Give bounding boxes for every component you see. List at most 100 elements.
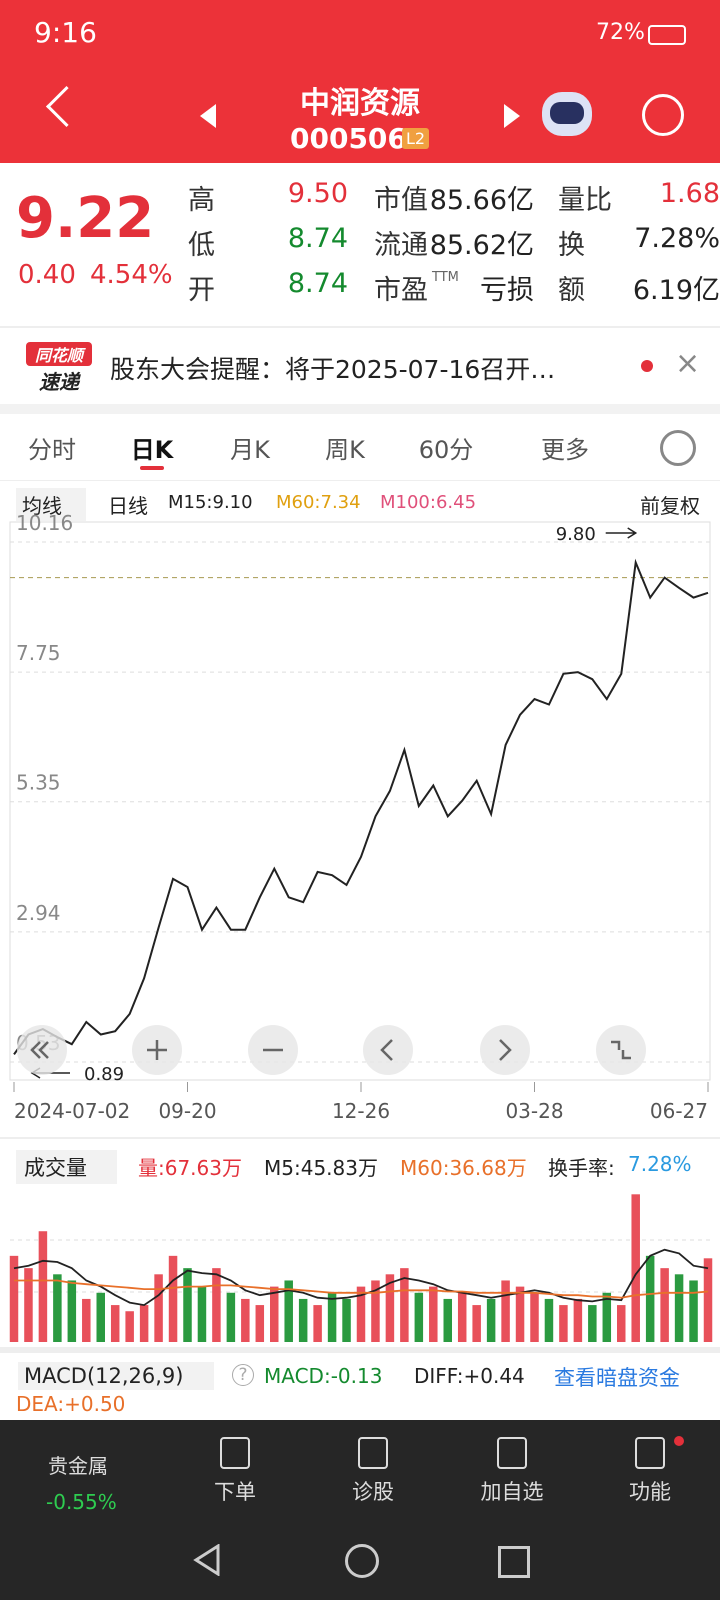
volume-bar — [96, 1292, 105, 1342]
quote-value: 6.19亿 — [632, 275, 720, 306]
macd-menu[interactable]: MACD(12,26,9) — [18, 1362, 214, 1390]
quote-value: 亏损 — [480, 275, 534, 306]
prev-stock[interactable] — [200, 104, 216, 128]
nav-back[interactable] — [193, 1544, 220, 1576]
quote-label: 开 — [188, 275, 215, 306]
bottom-item[interactable]: 诊股 — [352, 1480, 394, 1504]
chart-control[interactable] — [17, 1025, 67, 1075]
bottom-item[interactable]: 加自选 — [480, 1480, 544, 1504]
tab[interactable]: 周K — [325, 436, 365, 464]
volume-bar — [298, 1298, 308, 1342]
y-tick-label: 10.16 — [16, 511, 73, 535]
turnover: 7.28% — [628, 1152, 692, 1176]
volume-bar — [457, 1292, 467, 1342]
tab[interactable]: 更多 — [541, 436, 589, 464]
volume-bar — [588, 1305, 597, 1342]
high-label: 9.80 — [556, 524, 596, 545]
low-label: 0.89 — [84, 1064, 124, 1085]
nav-home[interactable] — [345, 1544, 379, 1578]
volume-bar — [689, 1280, 698, 1342]
volume-bar — [270, 1286, 279, 1342]
search-button[interactable] — [642, 94, 684, 136]
volume-bar — [212, 1268, 221, 1342]
settings-icon[interactable] — [660, 430, 696, 466]
bottom-icon[interactable] — [497, 1437, 527, 1469]
tab[interactable]: 日K — [130, 436, 174, 464]
bottom-icon[interactable] — [220, 1437, 250, 1469]
price-line — [13, 558, 709, 1055]
macd-link[interactable]: 查看暗盘资金 — [554, 1366, 680, 1390]
bottom-item[interactable]: 功能 — [629, 1480, 671, 1504]
tab[interactable]: 月K — [230, 436, 270, 464]
volume-bar — [24, 1268, 33, 1342]
m60: M60:7.34 — [276, 492, 361, 513]
bottom-item[interactable]: 下单 — [214, 1480, 256, 1504]
next-stock[interactable] — [504, 104, 520, 128]
quote-label: 额 — [558, 275, 585, 306]
volume-bar — [573, 1298, 583, 1342]
adjust[interactable]: 前复权 — [640, 494, 700, 518]
macd-value: MACD:-0.13 — [264, 1364, 383, 1388]
volume-bar — [674, 1274, 684, 1342]
volume-ma5 — [13, 1248, 709, 1307]
quote-label: 量比 — [558, 185, 612, 216]
volume-bar — [631, 1194, 640, 1342]
news-close[interactable]: × — [675, 346, 701, 381]
ma-menu[interactable]: 均线 — [16, 488, 86, 521]
volume-bar — [241, 1298, 250, 1342]
quote-value: 85.62亿 — [429, 230, 534, 261]
x-tick-label: 09-20 — [158, 1099, 216, 1123]
volume-bar — [313, 1305, 322, 1342]
top-bar — [0, 0, 720, 163]
bottom-icon[interactable] — [635, 1437, 665, 1469]
sector[interactable]: 贵金属 — [48, 1454, 108, 1478]
volume-bar — [168, 1255, 178, 1342]
volume-bar — [9, 1255, 19, 1342]
volume-bar — [154, 1274, 163, 1342]
period: 日线 — [108, 494, 148, 518]
news-text[interactable]: 股东大会提醒：将于2025-07-16召开… — [110, 355, 556, 384]
volume-bar — [284, 1280, 293, 1342]
battery-icon — [648, 25, 686, 45]
volume-bar — [703, 1258, 713, 1342]
volume-bar — [125, 1311, 134, 1342]
chart-control[interactable] — [480, 1025, 530, 1075]
m100: M100:6.45 — [380, 492, 477, 513]
x-tick-label: 03-28 — [505, 1099, 563, 1123]
volume-bar — [660, 1268, 669, 1342]
volume-bar — [602, 1292, 612, 1342]
nav-back-icon — [193, 1544, 220, 1576]
quote-label: 流通 — [374, 230, 428, 261]
vol-current: 量:67.63万 — [138, 1156, 242, 1180]
y-tick-label: 5.35 — [16, 771, 61, 795]
quote-value: 9.50 — [287, 178, 348, 209]
l2-badge: L2 — [402, 128, 430, 149]
bottom-icon[interactable] — [358, 1437, 388, 1469]
volume-bar — [82, 1298, 91, 1342]
time: 9:16 — [34, 16, 97, 49]
volume-bar — [501, 1280, 510, 1342]
volume-bar — [327, 1292, 337, 1342]
y-tick-label: 7.75 — [16, 641, 61, 665]
macd-dea: DEA:+0.50 — [16, 1392, 126, 1416]
chart-control[interactable] — [596, 1025, 646, 1075]
assistant-icon[interactable] — [542, 92, 592, 136]
volume-bar — [515, 1286, 525, 1342]
volume-bar — [443, 1298, 452, 1342]
stock-name: 中润资源 — [300, 86, 420, 121]
nav-recent[interactable] — [498, 1546, 530, 1578]
vol-menu[interactable]: 成交量 — [16, 1150, 117, 1184]
volume-bar — [385, 1274, 395, 1342]
chart-frame — [9, 521, 711, 1081]
volume-bar — [67, 1280, 77, 1342]
volume-bar — [342, 1298, 351, 1342]
chart-control[interactable] — [363, 1025, 413, 1075]
quote-label: 低 — [188, 230, 215, 261]
macd-help[interactable]: ? — [232, 1364, 254, 1386]
volume-bar — [183, 1268, 192, 1342]
tab[interactable]: 分时 — [28, 436, 76, 464]
quote-label: 市盈 — [374, 275, 428, 306]
tab[interactable]: 60分 — [418, 436, 474, 464]
logo-bottom: 速递 — [39, 370, 79, 394]
